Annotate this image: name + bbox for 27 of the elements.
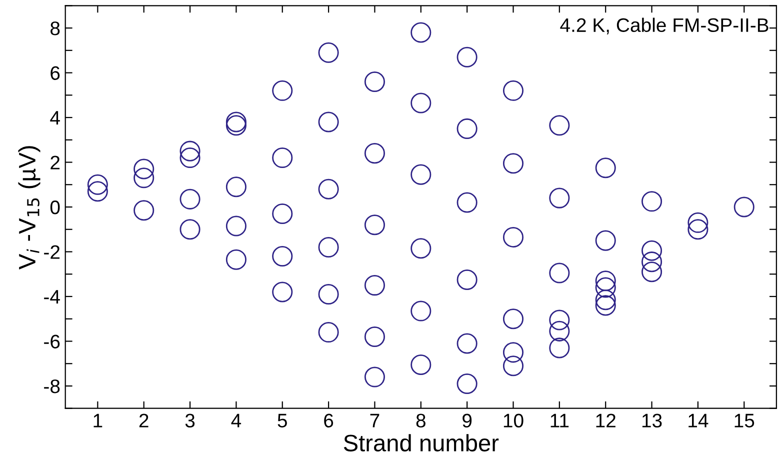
x-tick-label: 1 bbox=[94, 414, 102, 428]
x-tick-label: 6 bbox=[324, 414, 334, 428]
y-tick-label: 2 bbox=[50, 156, 60, 170]
x-tick-label: 4 bbox=[231, 414, 242, 428]
y-tick-label: 6 bbox=[50, 66, 60, 80]
x-tick-label: 5 bbox=[278, 414, 287, 428]
annotation: 4.2 K, Cable FM-SP-II-B bbox=[560, 18, 768, 34]
x-tick-label: 14 bbox=[688, 414, 708, 428]
x-tick-label: 12 bbox=[596, 414, 616, 428]
y-tick-label: -2 bbox=[44, 245, 60, 259]
x-tick-label: 2 bbox=[139, 414, 148, 428]
y-tick-label: 0 bbox=[50, 200, 60, 214]
x-tick-label: 9 bbox=[462, 414, 472, 428]
x-tick-label: 7 bbox=[370, 414, 380, 428]
x-tick-label: 10 bbox=[504, 414, 524, 428]
x-tick-label: 15 bbox=[734, 414, 754, 428]
x-tick-label: 13 bbox=[642, 414, 662, 428]
y-tick-label: -4 bbox=[44, 290, 60, 304]
y-axis-title: V$_{i}$ -V$_{15}$ (µV) bbox=[18, 146, 40, 270]
x-tick-label: 3 bbox=[185, 414, 195, 428]
x-tick-label: 11 bbox=[550, 414, 569, 428]
x-tick-label: 8 bbox=[416, 414, 426, 428]
y-tick-label: -6 bbox=[44, 334, 60, 348]
y-tick-label: 4 bbox=[50, 111, 60, 125]
y-tick-label: 8 bbox=[50, 21, 60, 36]
x-axis-title: Strand number bbox=[344, 434, 499, 452]
y-tick-label: -8 bbox=[44, 379, 60, 394]
